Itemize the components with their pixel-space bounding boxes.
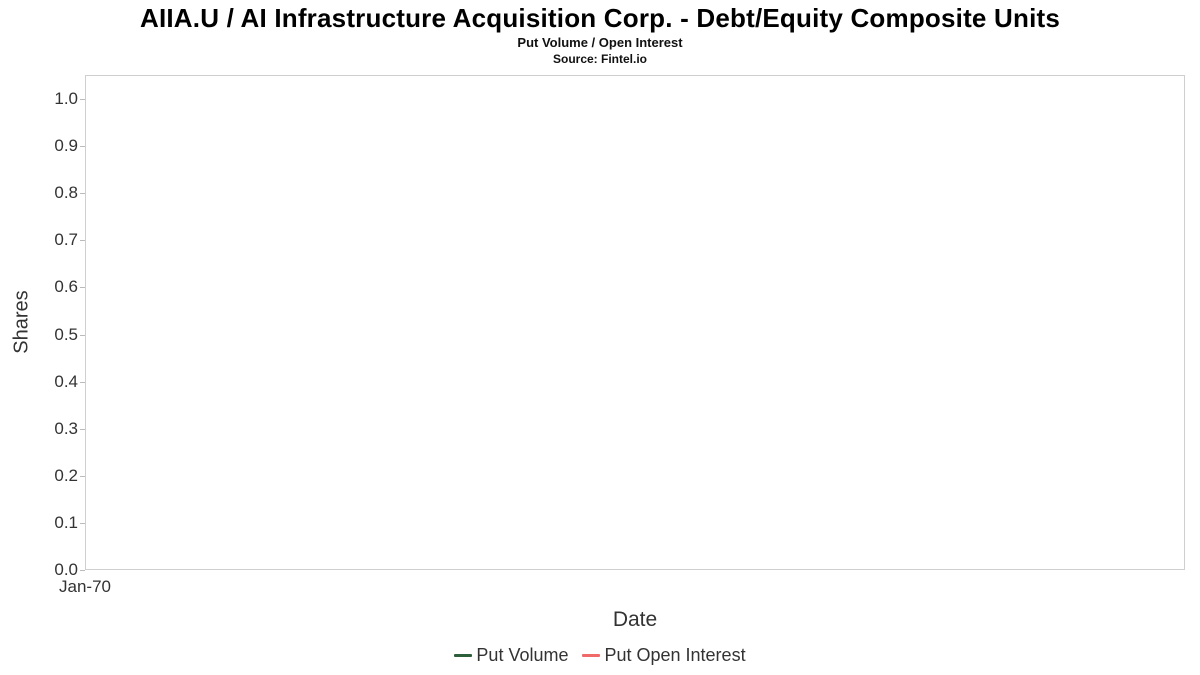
x-tick-label: Jan-70: [59, 577, 111, 596]
y-tick-label: 0.2: [54, 465, 78, 485]
y-tick-label: 0.3: [54, 418, 78, 438]
y-tick-mark: [80, 522, 85, 524]
put-volume-line-swatch: [454, 654, 473, 657]
y-tick-mark: [80, 193, 85, 195]
put-open-interest-line-swatch: [582, 654, 601, 657]
y-tick-mark: [80, 334, 85, 336]
x-axis-label: Date: [612, 608, 658, 631]
chart-legend: Put Volume Put Open Interest: [0, 645, 1200, 666]
plot-area: [85, 75, 1185, 570]
y-tick-label: 1.0: [54, 89, 78, 108]
y-tick-mark: [80, 240, 85, 242]
legend-label: Put Open Interest: [604, 645, 746, 665]
chart-subtitle: Put Volume / Open Interest: [517, 35, 683, 50]
y-tick-mark: [80, 99, 85, 100]
chart-source: Source: Fintel.io: [552, 52, 647, 66]
y-tick-mark: [80, 475, 85, 477]
y-tick-mark: [80, 146, 85, 148]
chart-title: AIIA.U / AI Infrastructure Acquisition C…: [139, 3, 1061, 33]
y-tick-mark: [80, 428, 85, 430]
y-tick-label: 0.0: [54, 560, 78, 579]
y-axis-ticks: 1.0 0.9 0.8 0.7 0.6 0.5 0.4 0.3 0.2 0.1 0.0: [0, 75, 78, 579]
y-axis-tick-marks: [80, 75, 85, 571]
legend-item-put-open-interest[interactable]: Put Open Interest: [582, 645, 746, 666]
y-tick-mark: [80, 381, 85, 383]
y-tick-label: 0.6: [54, 277, 78, 297]
legend-item-put-volume[interactable]: Put Volume: [454, 645, 568, 666]
y-tick-label: 0.1: [54, 512, 78, 532]
y-tick-mark: [80, 287, 85, 289]
y-tick-label: 0.5: [54, 324, 78, 344]
y-tick-label: 0.7: [54, 230, 78, 250]
y-tick-label: 0.8: [54, 183, 78, 203]
legend-label: Put Volume: [476, 645, 569, 665]
y-tick-label: 0.4: [54, 371, 78, 391]
y-tick-label: 0.9: [54, 136, 78, 156]
y-tick-mark: [80, 570, 85, 571]
